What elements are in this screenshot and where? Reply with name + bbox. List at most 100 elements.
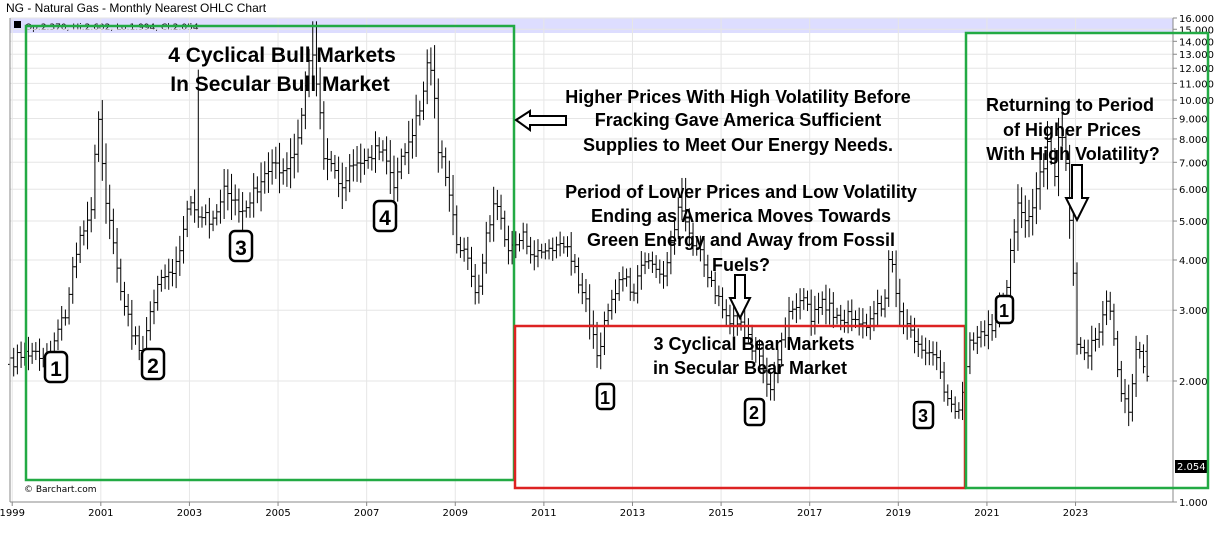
ohlc-bar [982, 320, 987, 347]
ohlc-bar [244, 200, 249, 218]
ohlc-bar [203, 204, 208, 226]
ohlc-bar [447, 160, 452, 212]
y-tick-label: 6.000 [1179, 185, 1208, 196]
x-tick-label: 2023 [1063, 508, 1088, 519]
ohlc-bar [1100, 300, 1105, 346]
ohlc-bar [399, 148, 404, 180]
ohlc-bar [938, 350, 943, 379]
ohlc-bar [857, 307, 862, 336]
y-tick-label: 13.000 [1179, 50, 1214, 61]
y-tick-label: 7.000 [1179, 158, 1208, 169]
ohlc-bar [1075, 262, 1080, 355]
ohlc-bar [931, 341, 936, 366]
ohlc-bar [654, 255, 659, 279]
ohlc-bar [262, 161, 267, 194]
ohlc-bar [528, 236, 533, 264]
ohlc-bar [318, 67, 323, 130]
left-arrow-icon [514, 109, 567, 132]
ohlc-bar [310, 21, 315, 79]
ohlc-bar [591, 310, 596, 349]
ohlc-bar [683, 177, 688, 232]
ohlc-bar [709, 270, 714, 287]
ohlc-bar [259, 162, 264, 212]
bull-cycle-label-3: 3 [228, 229, 254, 263]
ohlc-bar [454, 205, 459, 254]
ohlc-bar [1123, 378, 1128, 414]
ohlc-bar [506, 225, 511, 265]
ohlc-bar [953, 396, 958, 419]
ohlc-bar [521, 222, 526, 250]
ohlc-bar [945, 384, 950, 406]
ohlc-bar [905, 309, 910, 340]
ohlc-bar [1126, 384, 1131, 427]
ohlc-bar [620, 266, 625, 292]
ohlc-bar [727, 304, 732, 335]
gridlines [10, 17, 1173, 503]
ohlc-bar [595, 321, 600, 368]
ohlc-bar [343, 166, 348, 202]
ohlc-bar [1119, 360, 1124, 402]
ohlc-bar [1049, 134, 1054, 165]
ohlc-bar [366, 148, 371, 169]
high-vol-line2: Fracking Gave America Sufficient [595, 110, 881, 130]
ohlc-bar [295, 119, 300, 173]
ohlc-bar [750, 324, 755, 361]
ohlc-bar [816, 292, 821, 324]
ohlc-bar [251, 173, 256, 218]
ohlc-bar [63, 309, 68, 326]
ohlc-bar [602, 311, 607, 356]
ohlc-bar [942, 361, 947, 402]
ohlc-bar [1115, 330, 1120, 378]
ohlc-bar [15, 344, 20, 375]
ohlc-bar [923, 337, 928, 366]
ohlc-bar [148, 301, 153, 341]
ohlc-bar [1104, 290, 1109, 326]
ohlc-bar [458, 236, 463, 258]
ohlc-bar [480, 253, 485, 295]
ohlc-bar [580, 272, 585, 305]
ohlc-bar [524, 223, 529, 255]
ohlc-bar [163, 264, 168, 290]
ohlc-bar [1015, 184, 1020, 251]
ohlc-bar [107, 184, 112, 240]
ohlc-bar [1137, 341, 1142, 359]
ohlc-bar [1097, 323, 1102, 348]
ohlc-bar [166, 258, 171, 290]
ohlc-bar [805, 290, 810, 312]
ohlc-bar [860, 308, 865, 339]
ohlc-bar [126, 293, 131, 327]
series-swatch [14, 21, 21, 28]
ohlc-bar [879, 295, 884, 317]
ohlc-bar [971, 332, 976, 351]
ohlc-bar [1019, 187, 1024, 229]
ohlc-bar [406, 120, 411, 175]
ohlc-bar [59, 305, 64, 341]
ohlc-bar [351, 149, 356, 182]
ohlc-bar [547, 239, 552, 260]
low-vol-line2: Ending as America Moves Towards [591, 206, 891, 226]
ohlc-bar [679, 177, 684, 221]
ohlc-bar [373, 131, 378, 173]
ohlc-bar [133, 326, 138, 345]
ohlc-bar [894, 250, 899, 308]
ohlc-bar [37, 338, 42, 371]
ohlc-bar [284, 152, 289, 187]
ohlc-bar [410, 118, 415, 159]
ohlc-bar [550, 237, 555, 261]
ohlc-bar [801, 288, 806, 310]
ohlc-bar [757, 339, 762, 366]
ohlc-bar [990, 314, 995, 341]
ohlc-bar [1008, 238, 1013, 299]
x-tick-label: 2007 [354, 508, 379, 519]
bear-title-line1: 3 Cyclical Bear Markets [653, 334, 854, 354]
ohlc-bar [772, 361, 777, 401]
ohlc-bar [1134, 335, 1139, 397]
ohlc-bar [377, 137, 382, 161]
ohlc-bar [798, 288, 803, 320]
ohlc-bar [462, 237, 467, 262]
ohlc-bar [820, 291, 825, 315]
ohlc-bar [233, 184, 238, 216]
ohlc-bar [476, 274, 481, 304]
ohlc-bar [491, 186, 496, 242]
